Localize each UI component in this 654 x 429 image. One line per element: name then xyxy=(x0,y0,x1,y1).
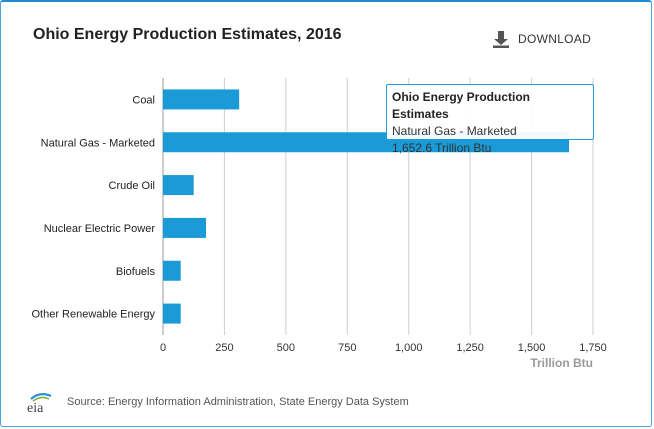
y-category-label: Natural Gas - Marketed xyxy=(41,137,155,149)
x-tick-label: 1,000 xyxy=(395,342,423,354)
source-text: Source: Energy Information Administratio… xyxy=(67,396,409,408)
bar[interactable] xyxy=(163,175,194,196)
y-category-label: Coal xyxy=(132,94,155,106)
chart-tooltip: Ohio Energy Production Estimates Natural… xyxy=(386,84,594,155)
bar-chart: 0 250 500 750 1,000 1,250 1,500 1,750 Coal Natura… xyxy=(31,78,607,370)
bar[interactable] xyxy=(163,217,206,238)
bar[interactable] xyxy=(163,303,181,324)
x-tick-label: 750 xyxy=(338,342,356,354)
source-line: eia Source: Energy Information Administr… xyxy=(25,390,409,414)
chart-title: Ohio Energy Production Estimates, 2016 xyxy=(33,26,342,43)
x-tick-label: 1,250 xyxy=(456,342,484,354)
x-tick-label: 1,750 xyxy=(579,342,607,354)
eia-logo-text: eia xyxy=(27,401,44,414)
x-tick-label: 500 xyxy=(277,342,295,354)
y-category-label: Biofuels xyxy=(116,266,156,278)
bar[interactable] xyxy=(163,260,181,281)
tooltip-category: Natural Gas - Marketed xyxy=(392,124,517,138)
tooltip-title: Ohio Energy Production Estimates xyxy=(392,90,531,121)
eia-logo-icon: eia xyxy=(27,392,52,414)
tooltip-value: 1,652.6 Trillion Btu xyxy=(392,141,492,155)
download-label: DOWNLOAD xyxy=(518,32,592,46)
y-category-label: Other Renewable Energy xyxy=(31,309,155,321)
x-tick-label: 0 xyxy=(160,342,166,354)
download-button[interactable]: DOWNLOAD xyxy=(492,30,591,48)
x-tick-label: 1,500 xyxy=(518,342,546,354)
y-category-label: Nuclear Electric Power xyxy=(44,223,156,235)
download-icon xyxy=(493,31,509,48)
y-category-label: Crude Oil xyxy=(109,180,155,192)
bar[interactable] xyxy=(163,89,240,110)
x-axis-title: Trillion Btu xyxy=(530,356,593,370)
x-tick-label: 250 xyxy=(215,342,233,354)
